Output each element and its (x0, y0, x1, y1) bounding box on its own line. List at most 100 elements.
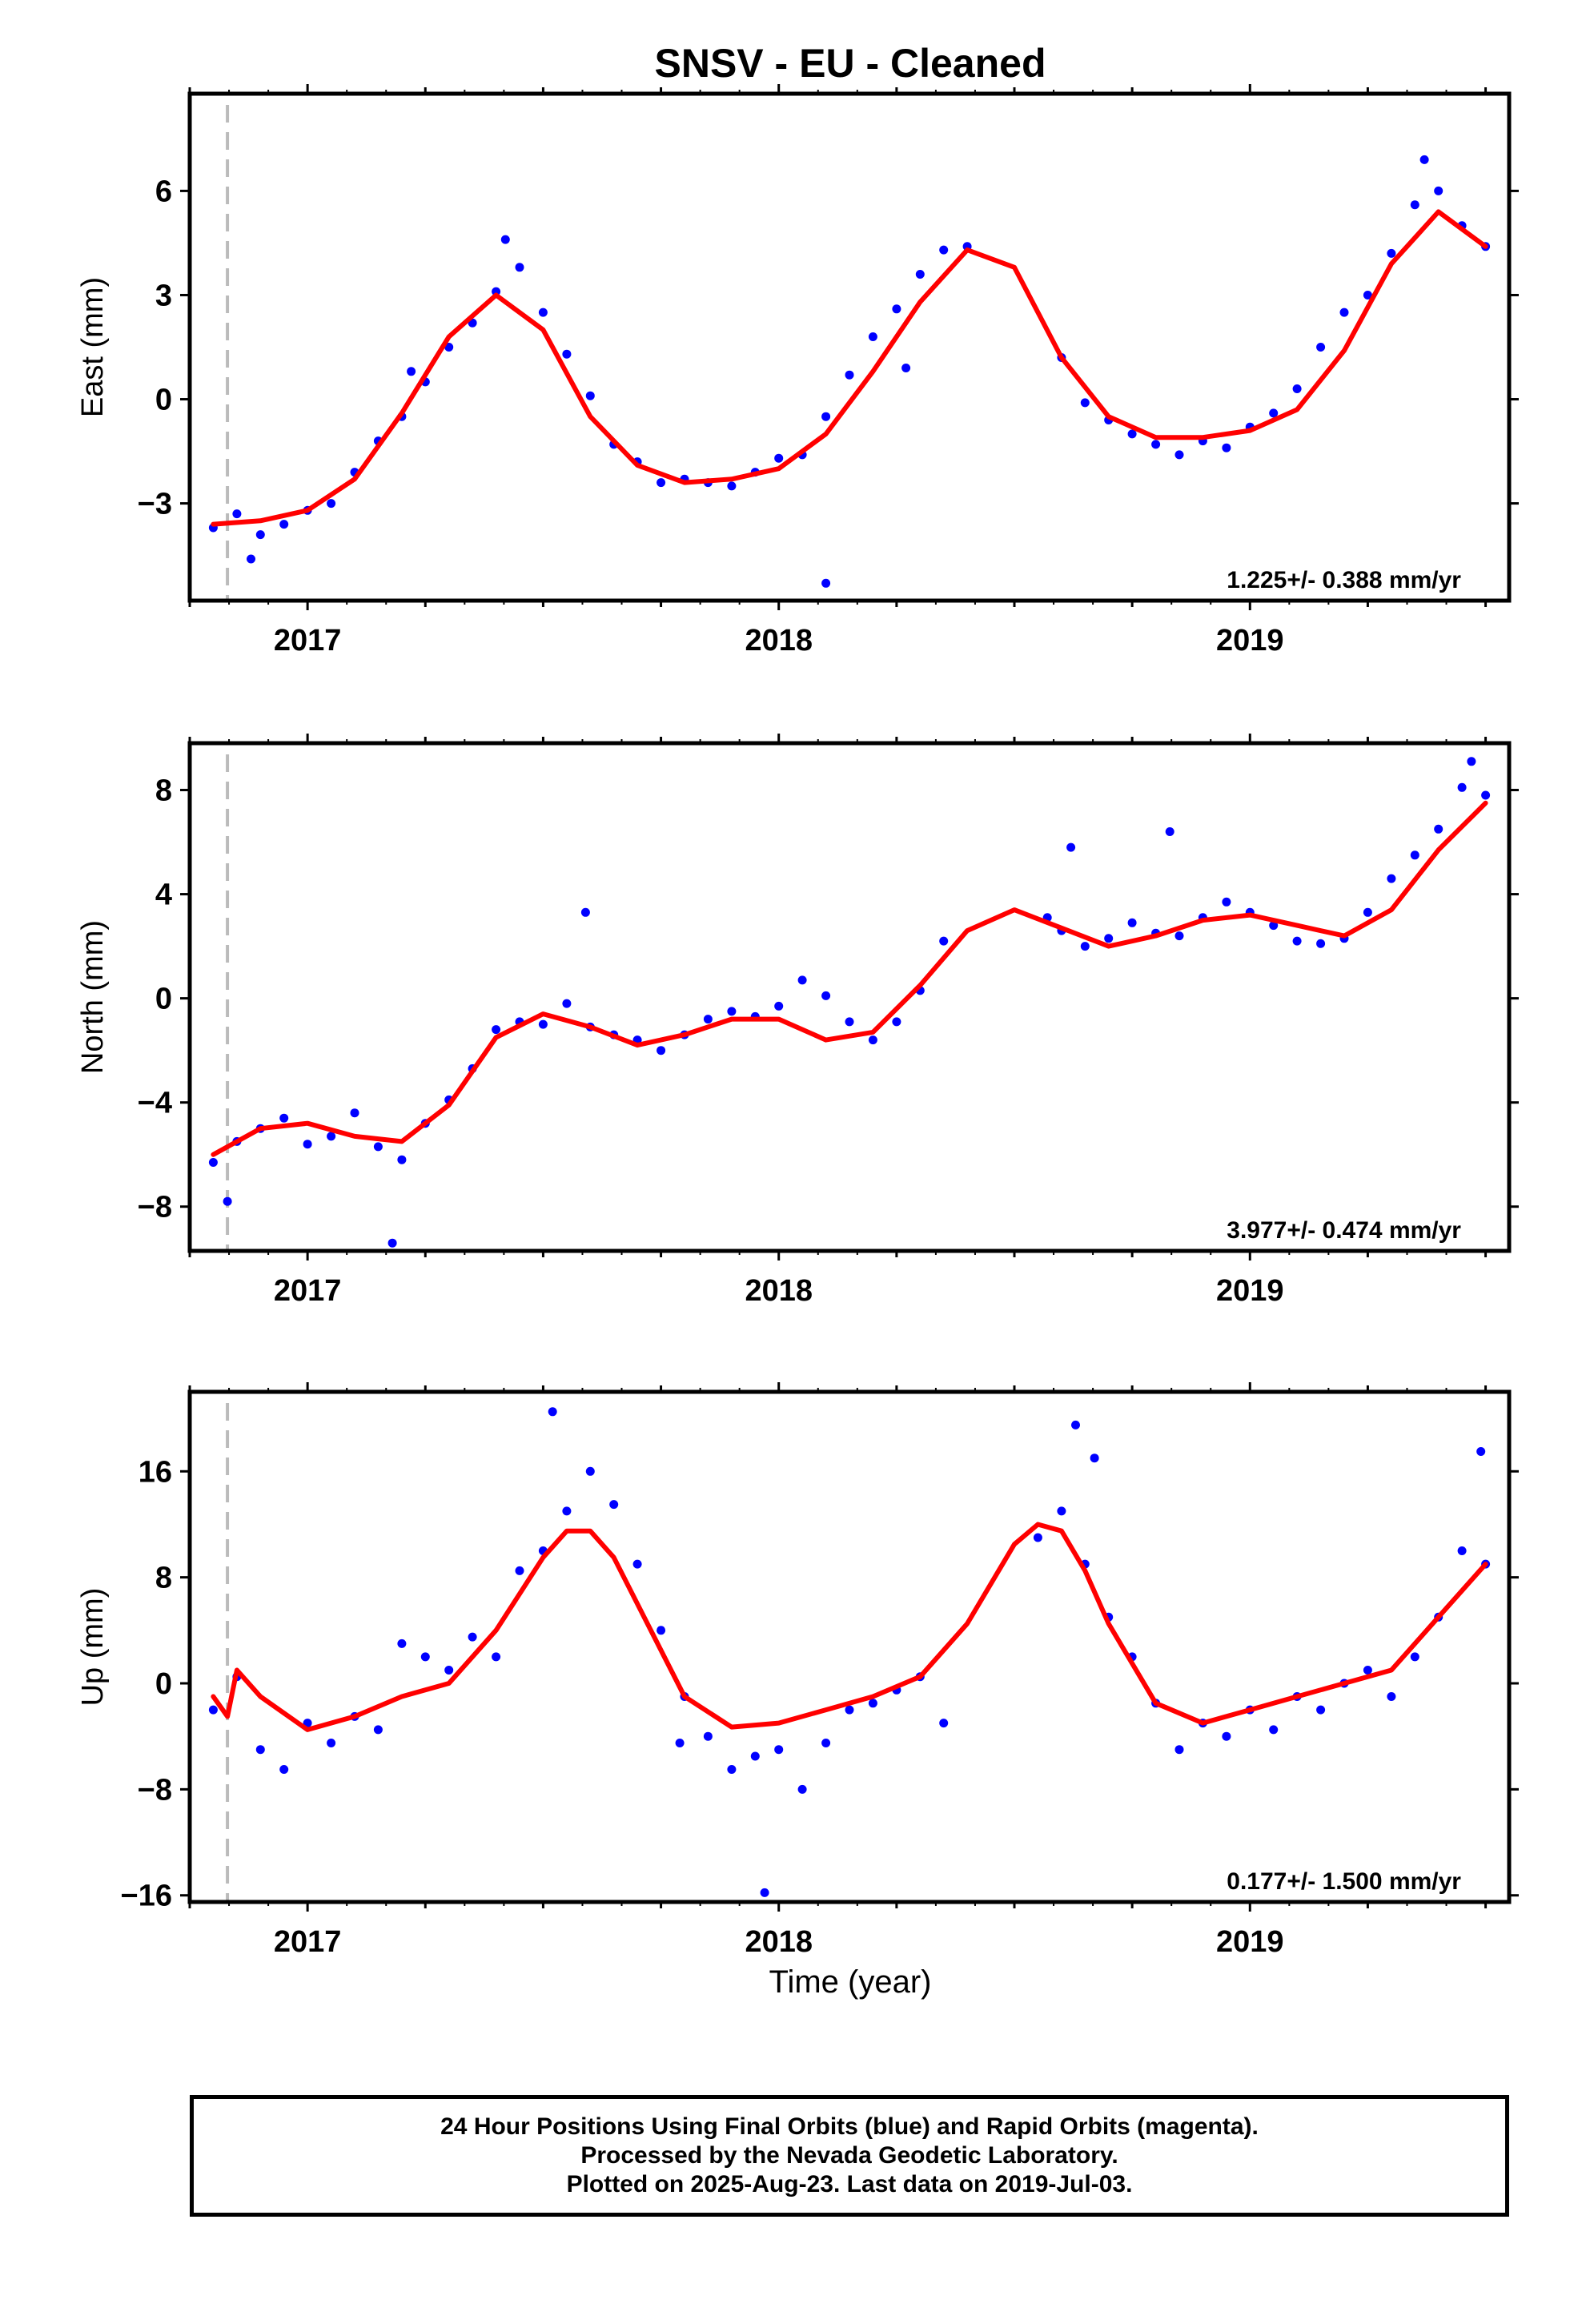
east-data-point (1080, 398, 1090, 408)
north-data-point (939, 936, 949, 946)
north-plot-frame (187, 741, 1512, 1253)
up-data-point (1457, 1546, 1467, 1555)
up-fit-line (211, 1522, 1488, 1732)
north-data-point (821, 991, 831, 1000)
up-data-point (821, 1739, 831, 1747)
east-data-point (901, 364, 911, 372)
east-data-point (821, 412, 831, 421)
east-data-point (821, 578, 831, 588)
east-data-point (279, 520, 289, 529)
east-data-point (1363, 291, 1372, 300)
north-data-point (774, 1001, 784, 1011)
east-series-group (208, 155, 1491, 588)
up-data-point (1222, 1731, 1231, 1741)
north-data-point (538, 1019, 548, 1029)
north-data-point (279, 1113, 289, 1123)
north-data-point (1066, 842, 1076, 852)
east-data-point (939, 245, 949, 255)
east-data-point (1387, 248, 1396, 258)
up-data-point (208, 1705, 218, 1715)
east-data-point (1269, 408, 1279, 418)
east-data-point (538, 308, 548, 317)
up-data-point (1174, 1745, 1184, 1755)
up-data-point (1363, 1666, 1372, 1675)
east-panel: 2017 2018 2019 −3 0 3 6 East (mm) 1.225+/- 0.388… (76, 84, 1519, 657)
footer-line-processed: Processed by the Nevada Geodetic Laborat… (580, 2142, 1118, 2169)
up-data-point (562, 1506, 572, 1516)
north-data-point (868, 1035, 877, 1045)
east-rate-annotation: 1.225+/- 0.388 mm/yr (1227, 567, 1461, 593)
up-rate-annotation: 0.177+/- 1.500 mm/yr (1227, 1868, 1461, 1895)
east-data-point (444, 343, 454, 352)
up-data-point (1269, 1725, 1279, 1735)
east-data-point (1434, 186, 1443, 195)
north-data-point (656, 1046, 666, 1055)
y-tick-label: 8 (155, 774, 172, 808)
y-tick-label: 4 (155, 879, 172, 912)
x-tick-label: 2017 (274, 1274, 342, 1308)
x-tick-label: 2017 (274, 624, 342, 657)
north-data-point (1457, 782, 1467, 792)
north-data-point (1434, 824, 1443, 834)
north-data-point (703, 1015, 713, 1024)
x-tick-label: 2018 (745, 1925, 813, 1959)
up-data-point (515, 1566, 524, 1575)
north-series-group (208, 757, 1491, 1248)
east-data-point (727, 481, 737, 491)
north-data-point (1363, 907, 1372, 917)
east-y-axis-label: East (mm) (76, 277, 110, 417)
y-tick-label: −16 (121, 1880, 172, 1913)
up-data-point (492, 1652, 501, 1662)
east-fit-line (211, 209, 1488, 527)
up-data-point (585, 1466, 595, 1476)
east-data-point (255, 530, 265, 540)
east-data-point (1151, 440, 1161, 449)
y-tick-label: 0 (155, 1667, 172, 1701)
east-data-point (915, 270, 925, 279)
up-data-point (373, 1725, 383, 1735)
north-data-point (327, 1132, 336, 1141)
x-axis-label: Time (year) (769, 1964, 932, 2000)
footer-line-plotted: Plotted on 2025-Aug-23. Last data on 201… (566, 2171, 1133, 2197)
east-data-point (1127, 429, 1137, 439)
x-tick-label: 2018 (745, 624, 813, 657)
north-data-point (1080, 942, 1090, 951)
footer-line-orbits: 24 Hour Positions Using Final Orbits (bl… (440, 2113, 1259, 2140)
east-data-point (845, 370, 854, 380)
up-data-point (420, 1652, 430, 1662)
x-tick-label: 2019 (1216, 624, 1284, 657)
east-data-point (407, 367, 416, 376)
up-data-point (327, 1739, 336, 1747)
north-data-point (303, 1140, 312, 1149)
up-data-point (1476, 1447, 1486, 1456)
east-data-point (327, 499, 336, 509)
north-data-point (562, 999, 572, 1008)
up-data-point (1387, 1692, 1396, 1701)
east-data-point (500, 235, 510, 244)
north-data-point (797, 975, 807, 985)
east-data-point (1316, 343, 1326, 352)
up-data-point (632, 1559, 642, 1569)
up-panel: 2017 2018 2019 −16 −8 0 8 16 Up (mm) 0.177+/- 1.5… (76, 1382, 1519, 1959)
north-rate-annotation: 3.977+/- 0.474 mm/yr (1227, 1217, 1461, 1244)
north-data-point (1387, 874, 1396, 883)
up-data-point (1033, 1533, 1042, 1542)
north-data-point (1269, 921, 1279, 931)
east-data-point (562, 349, 572, 359)
up-y-axis-label: Up (mm) (76, 1588, 110, 1707)
x-tick-label: 2019 (1216, 1925, 1284, 1959)
up-data-point (760, 1888, 769, 1897)
east-data-point (515, 263, 524, 272)
north-data-point (1316, 939, 1326, 948)
y-tick-label: 6 (155, 175, 172, 208)
up-data-point (1057, 1506, 1066, 1516)
north-data-point (1104, 934, 1114, 943)
north-data-point (580, 907, 590, 917)
up-data-point (939, 1719, 949, 1728)
east-data-point (892, 304, 901, 314)
up-plot-frame (187, 1389, 1512, 1904)
east-data-point (232, 509, 242, 519)
y-tick-label: −3 (138, 488, 172, 521)
y-tick-label: −8 (138, 1191, 172, 1224)
up-data-point (609, 1500, 619, 1510)
